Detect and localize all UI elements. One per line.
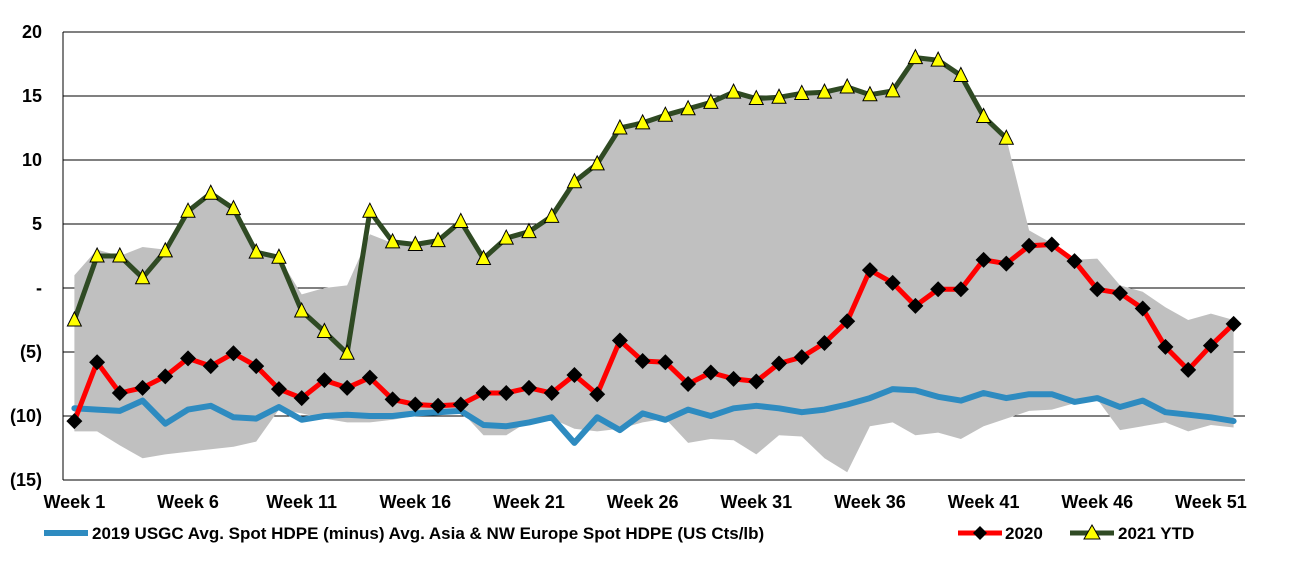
y-tick-label-4: - bbox=[36, 278, 42, 298]
y-tick-label-5: (5) bbox=[20, 342, 42, 362]
x-tick-label-8: Week 41 bbox=[948, 492, 1020, 512]
y-tick-label-7: (15) bbox=[10, 470, 42, 490]
y-tick-labels: 20 15 10 5 - (5) (10) (15) bbox=[10, 22, 42, 490]
x-tick-label-4: Week 21 bbox=[493, 492, 565, 512]
x-tick-label-1: Week 6 bbox=[157, 492, 219, 512]
legend-item-2019: 2019 USGC Avg. Spot HDPE (minus) Avg. As… bbox=[44, 524, 764, 543]
x-tick-label-2: Week 11 bbox=[266, 492, 337, 512]
y-tick-label-0: 20 bbox=[22, 22, 42, 42]
legend-label-2020: 2020 bbox=[1005, 524, 1043, 543]
x-tick-label-7: Week 36 bbox=[834, 492, 906, 512]
legend-item-2020: 2020 bbox=[958, 524, 1043, 543]
y-tick-label-6: (10) bbox=[10, 406, 42, 426]
x-tick-label-9: Week 46 bbox=[1061, 492, 1133, 512]
x-tick-label-5: Week 26 bbox=[607, 492, 679, 512]
x-tick-label-10: Week 51 bbox=[1175, 492, 1247, 512]
legend-item-2021: 2021 YTD bbox=[1070, 524, 1194, 543]
legend-marker-2020 bbox=[973, 526, 987, 540]
legend-label-2019: 2019 USGC Avg. Spot HDPE (minus) Avg. As… bbox=[92, 524, 764, 543]
legend: 2019 USGC Avg. Spot HDPE (minus) Avg. As… bbox=[44, 524, 1194, 543]
x-tick-label-0: Week 1 bbox=[44, 492, 106, 512]
x-tick-label-3: Week 16 bbox=[379, 492, 451, 512]
x-tick-labels: Week 1 Week 6 Week 11 Week 16 Week 21 Week 26… bbox=[44, 492, 1247, 512]
y-tick-label-2: 10 bbox=[22, 150, 42, 170]
x-tick-label-6: Week 31 bbox=[720, 492, 792, 512]
legend-label-2021: 2021 YTD bbox=[1118, 524, 1194, 543]
y-tick-label-3: 5 bbox=[32, 214, 42, 234]
y-tick-label-1: 15 bbox=[22, 86, 42, 106]
